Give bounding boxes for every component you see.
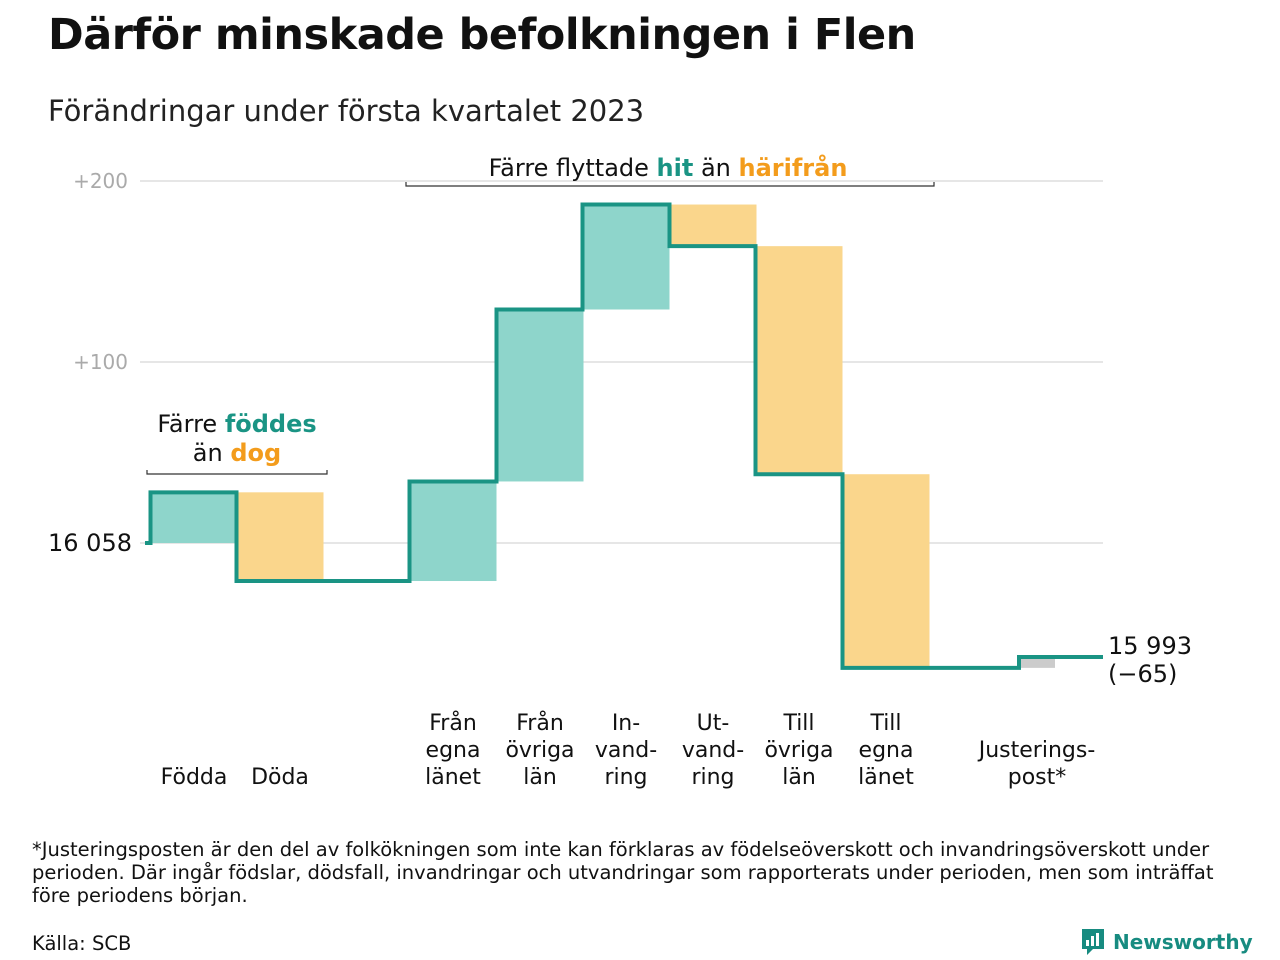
bar-9 (1019, 657, 1055, 668)
category-label: länet (425, 765, 481, 790)
newsworthy-logo: Newsworthy (1080, 928, 1253, 956)
brand-name: Newsworthy (1113, 930, 1253, 954)
annotation-births-line1: Färre föddes (157, 410, 316, 438)
annotation-plain-text: Färre (157, 410, 225, 438)
annotation-migration-line: Färre flyttade hit än härifrån (489, 153, 848, 182)
annotation-orange-text: härifrån (739, 153, 848, 182)
newsworthy-icon (1082, 929, 1104, 955)
bar-4 (496, 309, 584, 482)
category-label: Från (516, 710, 564, 736)
category-label: länet (858, 765, 914, 790)
chart-subtitle: Förändringar under första kvartalet 2023 (48, 94, 645, 128)
source-note: Källa: SCB (32, 932, 132, 955)
annotation-teal-text: föddes (225, 410, 317, 438)
category-label: Från (429, 710, 477, 736)
category-label: Ut- (697, 711, 730, 736)
bar-5 (582, 204, 670, 310)
category-label: post* (1008, 765, 1067, 790)
category-label: Till (782, 711, 814, 736)
category-label: län (782, 765, 816, 790)
annotation-plain-text: Färre flyttade (489, 154, 657, 182)
category-label: egna (859, 738, 914, 763)
cumulative-step-line (145, 202, 1103, 670)
y-tick-label: +100 (73, 350, 128, 374)
chart-title: Därför minskade befolkningen i Flen (48, 10, 916, 60)
bar-3 (409, 481, 497, 582)
bar-6 (669, 204, 757, 247)
category-label: Till (869, 711, 901, 736)
category-label: ring (691, 765, 734, 790)
category-label: Justerings- (977, 738, 1096, 763)
bar-2 (236, 492, 324, 582)
category-label: län (523, 765, 557, 790)
category-label: ring (604, 765, 647, 790)
end-change-label: (−65) (1108, 660, 1177, 688)
bar-1 (150, 492, 238, 543)
annotation-teal-text: hit (657, 154, 694, 182)
bar-8 (842, 474, 930, 668)
category-label: övriga (764, 738, 833, 763)
bar-7 (755, 246, 843, 475)
annotation-bracket-migration (405, 182, 935, 187)
annotation-plain-text: än (693, 154, 738, 182)
annotation-orange-text: dog (230, 439, 281, 467)
annotation-bracket-births (146, 470, 328, 475)
annotation-plain-text: än (193, 439, 231, 467)
category-label: In- (612, 711, 640, 736)
category-label: vand- (682, 738, 744, 763)
end-value-label: 15 993 (1108, 632, 1192, 660)
y-tick-label: +200 (73, 169, 128, 193)
footnote: *Justeringsposten är den del av folkökni… (32, 838, 1214, 907)
category-label: vand- (595, 738, 657, 763)
category-label: övriga (505, 738, 574, 763)
category-label: Födda (161, 765, 228, 790)
category-label: Döda (251, 765, 309, 790)
start-value-label: 16 058 (48, 529, 132, 557)
annotation-births-line2: än dog (193, 439, 281, 467)
category-label: egna (426, 738, 481, 763)
